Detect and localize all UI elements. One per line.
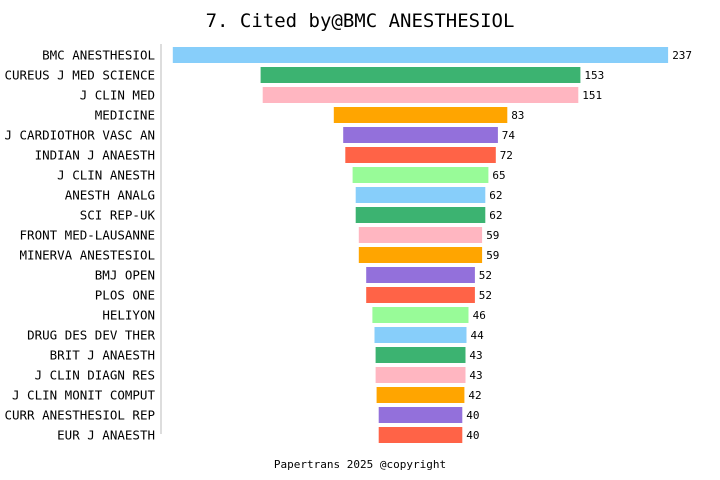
bar (172, 47, 669, 63)
category-label: SCI REP-UK (80, 208, 156, 223)
category-label: FRONT MED-LAUSANNE (20, 228, 155, 243)
category-label: BMJ OPEN (95, 268, 155, 283)
bar (378, 427, 463, 443)
value-label: 44 (471, 329, 485, 342)
value-label: 40 (466, 409, 479, 422)
category-label: J CLIN DIAGN RES (35, 368, 155, 383)
category-label: MINERVA ANESTESIOL (20, 248, 155, 263)
bar (355, 187, 486, 203)
value-label: 72 (500, 149, 513, 162)
value-label: 151 (582, 89, 602, 102)
category-label: J CLIN ANESTH (57, 168, 155, 183)
bar (262, 87, 579, 103)
category-label: ANESTH ANALG (65, 188, 155, 203)
chart-footer: Papertrans 2025 @copyright (273, 458, 447, 471)
category-label: CUREUS J MED SCIENCE (4, 68, 155, 83)
category-label: CURR ANESTHESIOL REP (4, 408, 155, 423)
category-label: BMC ANESTHESIOL (42, 48, 155, 63)
bar (366, 287, 475, 303)
value-label: 42 (468, 389, 481, 402)
value-labels: 237 153 151 83 74 72 65 62 62 59 59 52 52 46 44 43 43 42 4… (466, 49, 692, 442)
value-label: 59 (486, 229, 499, 242)
bar (345, 147, 496, 163)
value-label: 40 (466, 429, 479, 442)
category-label: J CLIN MED (80, 88, 155, 103)
value-label: 62 (489, 189, 502, 202)
bar (366, 267, 475, 283)
value-label: 43 (469, 349, 482, 362)
category-label: MEDICINE (95, 108, 155, 123)
bars-group (172, 47, 669, 443)
category-label: J CLIN MONIT COMPUT (12, 388, 155, 403)
bar (378, 407, 463, 423)
bar (343, 127, 498, 143)
value-label: 43 (469, 369, 482, 382)
category-label: DRUG DES DEV THER (27, 328, 155, 343)
category-label: J CARDIOTHOR VASC AN (4, 128, 155, 143)
value-label: 83 (511, 109, 524, 122)
bar (375, 347, 466, 363)
value-label: 62 (489, 209, 502, 222)
bar (375, 367, 466, 383)
bar (358, 227, 483, 243)
category-label: HELIYON (102, 308, 155, 323)
bar (333, 107, 508, 123)
value-label: 59 (486, 249, 499, 262)
category-label: PLOS ONE (95, 288, 155, 303)
bar (376, 387, 465, 403)
value-label: 52 (479, 269, 492, 282)
bar (352, 167, 489, 183)
value-label: 237 (672, 49, 692, 62)
category-label: BRIT J ANAESTH (50, 348, 155, 363)
bar (260, 67, 581, 83)
value-label: 52 (479, 289, 492, 302)
chart-title: 7. Cited by@BMC ANESTHESIOL (205, 10, 515, 32)
bar (374, 327, 467, 343)
category-label: EUR J ANAESTH (57, 428, 155, 443)
value-label: 46 (473, 309, 486, 322)
bar (358, 247, 483, 263)
value-label: 74 (502, 129, 516, 142)
category-label: INDIAN J ANAESTH (35, 148, 155, 163)
bar (372, 307, 469, 323)
category-labels: BMC ANESTHESIOL CUREUS J MED SCIENCE J CLI… (4, 48, 155, 443)
bar (355, 207, 486, 223)
value-label: 65 (492, 169, 505, 182)
value-label: 153 (584, 69, 604, 82)
